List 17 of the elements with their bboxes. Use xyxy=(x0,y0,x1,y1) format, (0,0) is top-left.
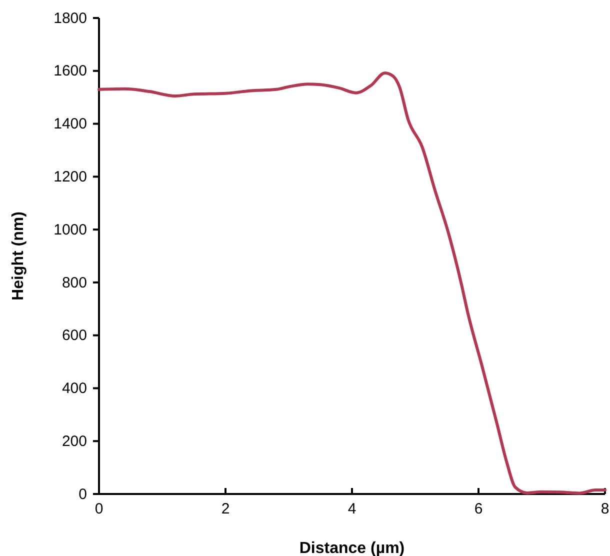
y-tick-label: 800 xyxy=(62,274,87,292)
x-tick-label: 0 xyxy=(94,500,104,518)
y-tick-label: 1400 xyxy=(54,116,87,133)
y-axis-title: Height (nm) xyxy=(10,212,27,300)
y-tick-label: 1000 xyxy=(54,221,87,238)
y-tick-label: 400 xyxy=(62,380,87,398)
x-tick-label: 6 xyxy=(474,500,483,518)
y-tick-label: 200 xyxy=(62,432,87,450)
x-tick-label: 4 xyxy=(348,500,356,518)
y-tick-label: 1600 xyxy=(54,62,87,80)
y-tick-label: 1200 xyxy=(54,168,87,186)
x-tick-label: 8 xyxy=(600,500,610,518)
y-tick-label: 1800 xyxy=(54,10,87,27)
y-tick-label: 0 xyxy=(78,486,87,503)
x-tick-label: 2 xyxy=(221,500,230,518)
x-axis-title: Distance (µm) xyxy=(299,540,405,556)
y-tick-label: 600 xyxy=(62,327,87,344)
